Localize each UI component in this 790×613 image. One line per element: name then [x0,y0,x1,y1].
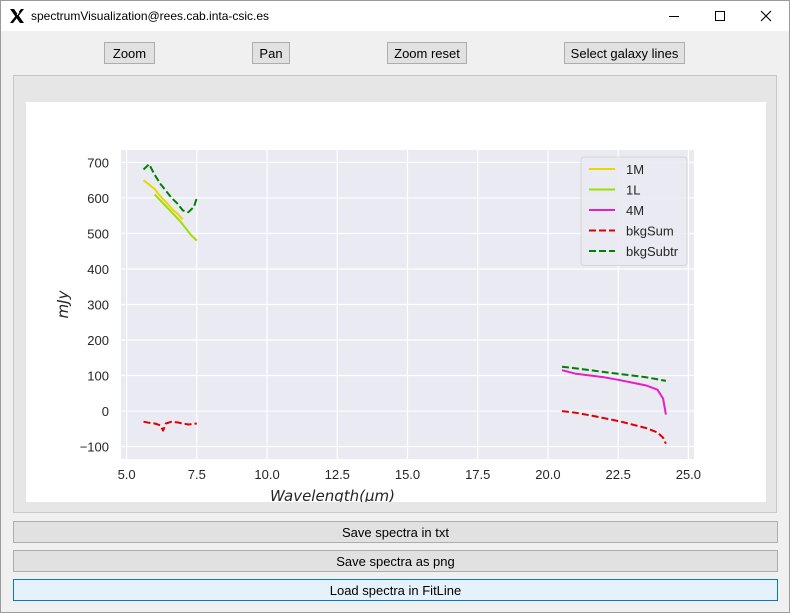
x-tick-label: 17.5 [465,467,490,482]
series-line-1m [142,179,184,221]
x-tick-label: 7.5 [188,467,206,482]
close-button[interactable] [743,1,789,31]
load-fitline-button[interactable]: Load spectra in FitLine [13,579,778,601]
series-line-1l [153,193,198,242]
legend-label-4m: 4M [626,203,644,218]
y-tick-label: 300 [87,298,109,313]
x-axis-label: Wavelength(μm) [270,487,395,502]
x11-logo-icon [10,9,24,23]
maximize-icon [715,11,725,21]
series-line-bkgsum [143,420,197,432]
y-tick-label: 400 [87,262,109,277]
y-tick-label: 200 [87,333,109,348]
series-line-4m [561,369,667,415]
save-txt-button[interactable]: Save spectra in txt [13,521,778,543]
minimize-icon [669,16,679,17]
plot-canvas[interactable]: 5.0 7.5 10.0 12.5 15.0 17.5 20.0 22.5 25.0 700 600… [26,102,766,502]
y-tick-label: 600 [87,191,109,206]
series-line-bkgsubtr [142,163,198,214]
pan-button[interactable]: Pan [252,42,290,64]
window-title: spectrumVisualization@rees.cab.inta-csic… [31,9,270,23]
series-line-bkgsum [561,410,667,445]
zoom-button[interactable]: Zoom [104,42,155,64]
close-icon [760,10,772,22]
spectrum-chart[interactable]: 5.0 7.5 10.0 12.5 15.0 17.5 20.0 22.5 25.0 700 600… [26,102,766,502]
x-tick-label: 25.0 [676,467,701,482]
x-tick-label: 5.0 [118,467,136,482]
title-bar[interactable]: spectrumVisualization@rees.cab.inta-csic… [1,1,789,31]
zoom-reset-button[interactable]: Zoom reset [387,42,467,64]
legend-label-bkgsum: bkgSum [626,224,674,239]
x-tick-label: 12.5 [325,467,350,482]
x-tick-label: 10.0 [254,467,279,482]
y-tick-label: 700 [87,155,109,170]
legend-label-bkgsubtr: bkgSubtr [626,244,679,259]
plot-canvas-frame: 5.0 7.5 10.0 12.5 15.0 17.5 20.0 22.5 25.0 700 600… [13,75,777,513]
x-tick-label: 20.0 [535,467,560,482]
x-tick-label: 15.0 [395,467,420,482]
select-galaxy-lines-button[interactable]: Select galaxy lines [564,42,685,64]
x-tick-label: 22.5 [606,467,631,482]
y-tick-label: −100 [80,440,109,455]
legend-label-1m: 1M [626,162,644,177]
legend-label-1l: 1L [626,183,640,198]
y-tick-label: 100 [87,369,109,384]
y-tick-label: 0 [102,404,109,419]
minimize-button[interactable] [651,1,697,31]
y-tick-label: 500 [87,226,109,241]
legend-box [580,156,688,266]
y-axis-label: mJy [54,289,72,318]
save-png-button[interactable]: Save spectra as png [13,550,778,572]
series-line-bkgsubtr [561,365,667,382]
maximize-button[interactable] [697,1,743,31]
